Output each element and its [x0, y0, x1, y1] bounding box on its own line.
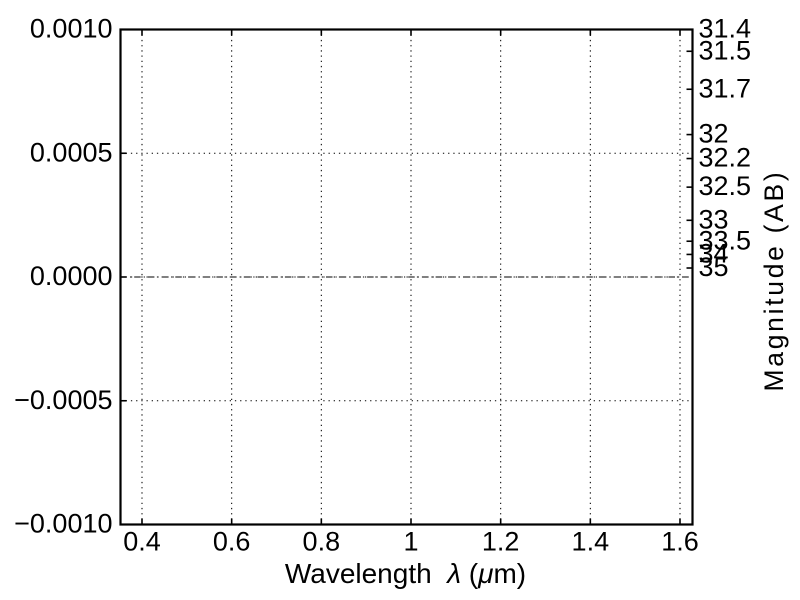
svg-text:32: 32	[699, 119, 729, 149]
svg-text:31.7: 31.7	[699, 73, 752, 103]
svg-text:33.5: 33.5	[699, 225, 752, 255]
svg-text:31.4: 31.4	[699, 14, 752, 44]
svg-text:0.6: 0.6	[213, 526, 251, 556]
svg-text:32.5: 32.5	[699, 171, 752, 201]
svg-text:0.0010: 0.0010	[30, 14, 113, 44]
svg-text:1: 1	[403, 526, 418, 556]
svg-text:33: 33	[699, 204, 729, 234]
svg-text:1.6: 1.6	[661, 526, 699, 556]
svg-text:32.2: 32.2	[699, 143, 752, 173]
svg-text:1.4: 1.4	[572, 526, 610, 556]
svg-text:1.2: 1.2	[482, 526, 520, 556]
svg-text:0.0005: 0.0005	[30, 137, 113, 167]
svg-text:Magnitude (AB): Magnitude (AB)	[759, 170, 789, 392]
svg-text:−0.0005: −0.0005	[14, 385, 112, 415]
svg-text:31.5: 31.5	[699, 35, 752, 65]
svg-text:0.4: 0.4	[123, 526, 161, 556]
svg-text:−0.0010: −0.0010	[14, 509, 112, 539]
svg-text:34: 34	[699, 239, 729, 269]
svg-text:0.0000: 0.0000	[30, 261, 113, 291]
svg-text:35: 35	[699, 252, 729, 282]
svg-text:Wavelength λ (μm): Wavelength λ (μm)	[285, 558, 526, 589]
svg-text:0.8: 0.8	[303, 526, 341, 556]
